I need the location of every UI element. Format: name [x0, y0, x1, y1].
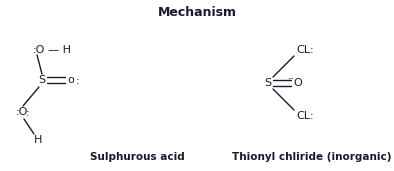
Text: Sulphurous acid: Sulphurous acid — [90, 152, 185, 162]
Text: :O: :O — [33, 45, 45, 55]
Text: S: S — [39, 75, 46, 85]
Text: CL: CL — [296, 111, 310, 121]
Text: :: : — [76, 76, 80, 86]
Text: H: H — [34, 135, 42, 145]
Text: S: S — [264, 78, 271, 88]
Text: O: O — [293, 78, 302, 88]
Text: Mechanism: Mechanism — [158, 5, 236, 18]
Text: CL: CL — [296, 45, 310, 55]
Text: Thionyl chliride (inorganic): Thionyl chliride (inorganic) — [232, 152, 392, 162]
Text: :: : — [310, 111, 314, 121]
Text: :: : — [26, 108, 30, 118]
Text: :: : — [310, 45, 314, 55]
Text: o: o — [67, 75, 74, 85]
Text: — H: — H — [48, 45, 71, 55]
Text: :O: :O — [16, 107, 28, 117]
